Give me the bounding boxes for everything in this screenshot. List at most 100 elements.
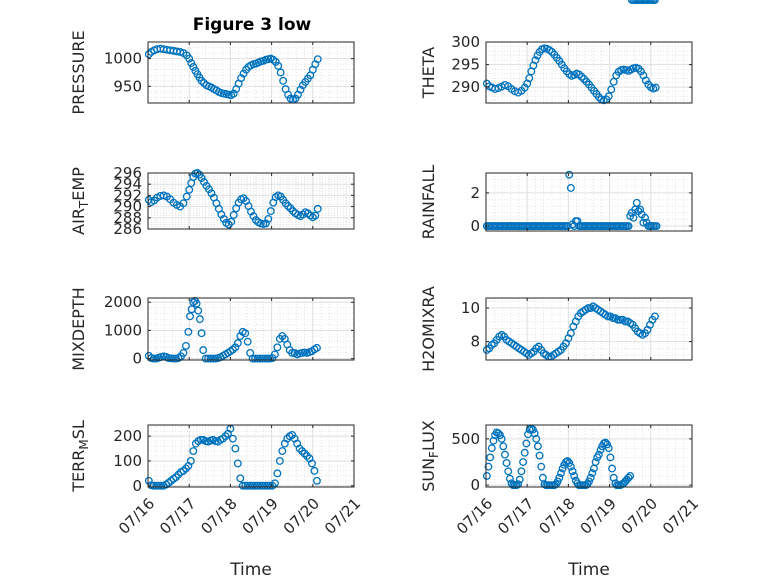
data-point: [278, 447, 287, 455]
data-point: [189, 447, 198, 455]
data-point: [613, 315, 622, 324]
data-point: [243, 337, 252, 346]
data-point: [577, 72, 586, 81]
axes-box: [485, 41, 693, 104]
data-point: [179, 199, 188, 208]
data-point: [515, 475, 524, 484]
data-point: [221, 432, 230, 441]
data-point: [256, 481, 265, 490]
data-point: [533, 442, 542, 451]
data-point: [505, 474, 514, 483]
data-point: [263, 354, 272, 363]
data-point: [594, 450, 603, 459]
data-point: [496, 431, 504, 440]
data-point: [266, 207, 275, 216]
y-axis-label: TERRMSL: [69, 420, 91, 493]
data-point: [650, 312, 659, 321]
y-tick-label: 290: [451, 78, 480, 96]
y-tick-label: 0: [132, 477, 142, 495]
data-point: [247, 207, 255, 216]
data-point: [517, 467, 526, 476]
axes-box: [147, 172, 355, 230]
data-point: [200, 178, 208, 186]
y-tick-label: 288: [113, 209, 142, 227]
data-point: [256, 354, 265, 363]
data-point: [217, 210, 226, 219]
data-point: [197, 329, 206, 338]
data-point: [519, 458, 528, 466]
data-point: [298, 210, 307, 219]
data-point: [494, 429, 503, 438]
data-point: [261, 219, 270, 228]
data-point: [641, 76, 650, 85]
data-point: [233, 459, 242, 468]
data-point: [601, 438, 610, 447]
data-point: [312, 476, 321, 485]
data-point: [194, 306, 203, 315]
data-point: [248, 481, 257, 490]
data-point: [243, 481, 252, 490]
data-point: [608, 314, 617, 323]
data-point: [185, 185, 194, 194]
plot-area: [485, 172, 693, 232]
data-point: [157, 481, 166, 490]
data-point: [185, 54, 194, 63]
data-point: [284, 202, 293, 210]
data-point: [181, 464, 190, 473]
data-point: [555, 473, 564, 482]
data-point: [206, 354, 215, 363]
data-point: [588, 469, 597, 478]
data-point: [566, 462, 575, 471]
data-point: [608, 464, 617, 473]
data-point: [652, 222, 661, 230]
data-point: [624, 473, 633, 482]
subplot-2: 290 295 300 THETA: [419, 33, 693, 105]
data-point: [586, 473, 595, 482]
data-point: [650, 0, 659, 4]
y-axis-label: AIRTEMP: [69, 167, 91, 235]
data-point: [487, 444, 496, 453]
data-point: [520, 448, 529, 457]
data-point: [228, 434, 237, 443]
data-point: [295, 444, 304, 453]
data-point: [609, 473, 618, 482]
data-point: [604, 444, 613, 453]
data-point: [273, 469, 282, 478]
axes-box: [147, 297, 355, 361]
data-point: [248, 354, 257, 363]
y-axis-label: H2OMIXRA: [419, 286, 438, 372]
data-point: [258, 481, 267, 490]
data-point: [231, 444, 240, 453]
y-tick-label: 100: [113, 452, 142, 470]
y-tick-label: 8: [470, 333, 480, 351]
data-point: [312, 343, 321, 352]
y-tick-label: 200: [113, 427, 142, 445]
data-point: [489, 436, 498, 445]
y-tick-label: 500: [451, 430, 480, 448]
y-tick-label: 286: [113, 220, 142, 238]
data-point: [283, 434, 292, 443]
data-point: [219, 434, 227, 443]
data-point: [229, 89, 238, 98]
data-point: [179, 349, 188, 357]
data-point: [174, 470, 183, 479]
data-point: [596, 446, 605, 454]
data-point: [263, 481, 272, 490]
data-point: [144, 476, 153, 485]
data-point: [310, 466, 319, 475]
plot-area: [147, 172, 355, 230]
data-point: [604, 92, 613, 101]
data-point: [575, 70, 584, 79]
y-axis-label: THETA: [419, 47, 438, 99]
data-point: [169, 354, 178, 363]
data-point: [626, 471, 635, 480]
data-point: [514, 480, 523, 489]
data-point: [636, 67, 645, 76]
data-point: [531, 56, 540, 65]
plot-area: [147, 297, 355, 361]
data-point: [261, 354, 269, 363]
data-point: [184, 327, 193, 336]
axes-box: [485, 424, 693, 488]
y-tick-label: 2: [470, 184, 480, 202]
subplot-4: 0 2 RAINFALL: [419, 165, 693, 239]
